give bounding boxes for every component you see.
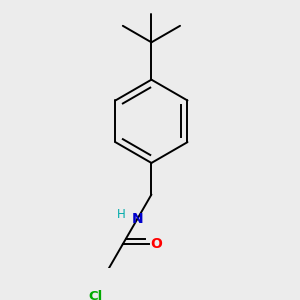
Text: O: O: [150, 237, 162, 251]
Text: Cl: Cl: [88, 290, 103, 300]
Text: N: N: [131, 212, 143, 226]
Text: H: H: [117, 208, 126, 221]
